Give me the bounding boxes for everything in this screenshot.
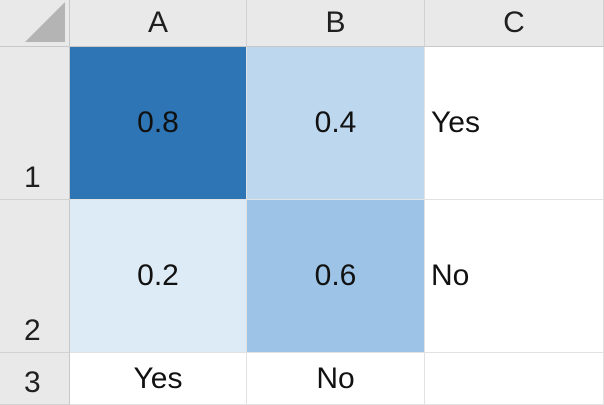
row-header-3[interactable]: 3 [0, 353, 70, 405]
cell-b1[interactable]: 0.4 [247, 47, 425, 200]
select-all-triangle-icon [25, 2, 65, 42]
column-header-a[interactable]: A [70, 0, 247, 47]
cell-a2[interactable]: 0.2 [70, 200, 247, 353]
select-all-corner[interactable] [0, 0, 70, 47]
cell-c1[interactable]: Yes [425, 47, 604, 200]
row-header-1-label: 1 [24, 161, 41, 194]
column-header-c[interactable]: C [425, 0, 604, 47]
column-header-b[interactable]: B [247, 0, 425, 47]
cell-a3[interactable]: Yes [70, 353, 247, 405]
cell-b2[interactable]: 0.6 [247, 200, 425, 353]
cell-c3[interactable] [425, 353, 604, 405]
row-header-1[interactable]: 1 [0, 47, 70, 200]
row-header-2[interactable]: 2 [0, 200, 70, 353]
cell-a1[interactable]: 0.8 [70, 47, 247, 200]
cell-b3[interactable]: No [247, 353, 425, 405]
row-header-2-label: 2 [24, 314, 41, 347]
cell-c2[interactable]: No [425, 200, 604, 353]
row-header-3-label: 3 [24, 366, 41, 399]
